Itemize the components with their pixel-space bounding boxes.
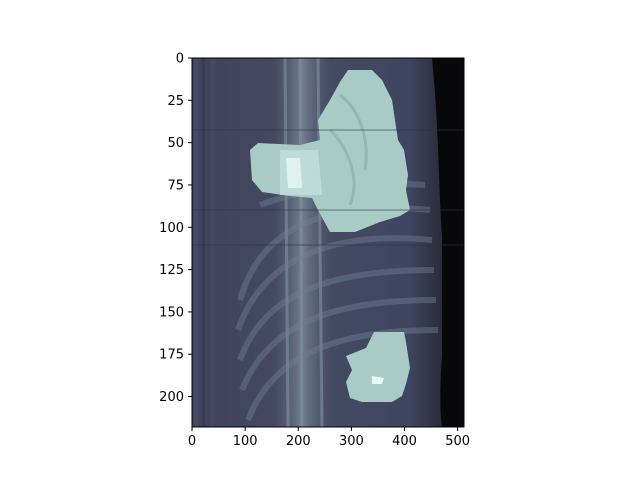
y-tick-label: 0 (176, 52, 184, 67)
y-tick-label: 100 (159, 221, 184, 236)
axes-frame (191, 57, 465, 428)
x-tick-label: 400 (392, 434, 417, 449)
x-tick-label: 300 (339, 434, 364, 449)
y-tick-label: 200 (159, 390, 184, 405)
y-axis: 0 25 50 75 100 125 150 175 200 (159, 52, 192, 405)
ct-image (192, 58, 464, 427)
x-axis: 0 100 200 300 400 500 (188, 427, 470, 449)
x-tick-label: 500 (445, 434, 470, 449)
lower-segmentation (346, 332, 410, 402)
y-tick-label: 125 (159, 263, 184, 278)
x-tick-label: 0 (188, 434, 196, 449)
y-tick-label: 50 (167, 136, 184, 151)
y-tick-label: 25 (167, 94, 184, 109)
y-tick-label: 75 (167, 178, 184, 193)
y-tick-label: 150 (159, 305, 184, 320)
x-tick-label: 100 (233, 434, 258, 449)
y-tick-label: 175 (159, 348, 184, 363)
x-tick-label: 200 (286, 434, 311, 449)
